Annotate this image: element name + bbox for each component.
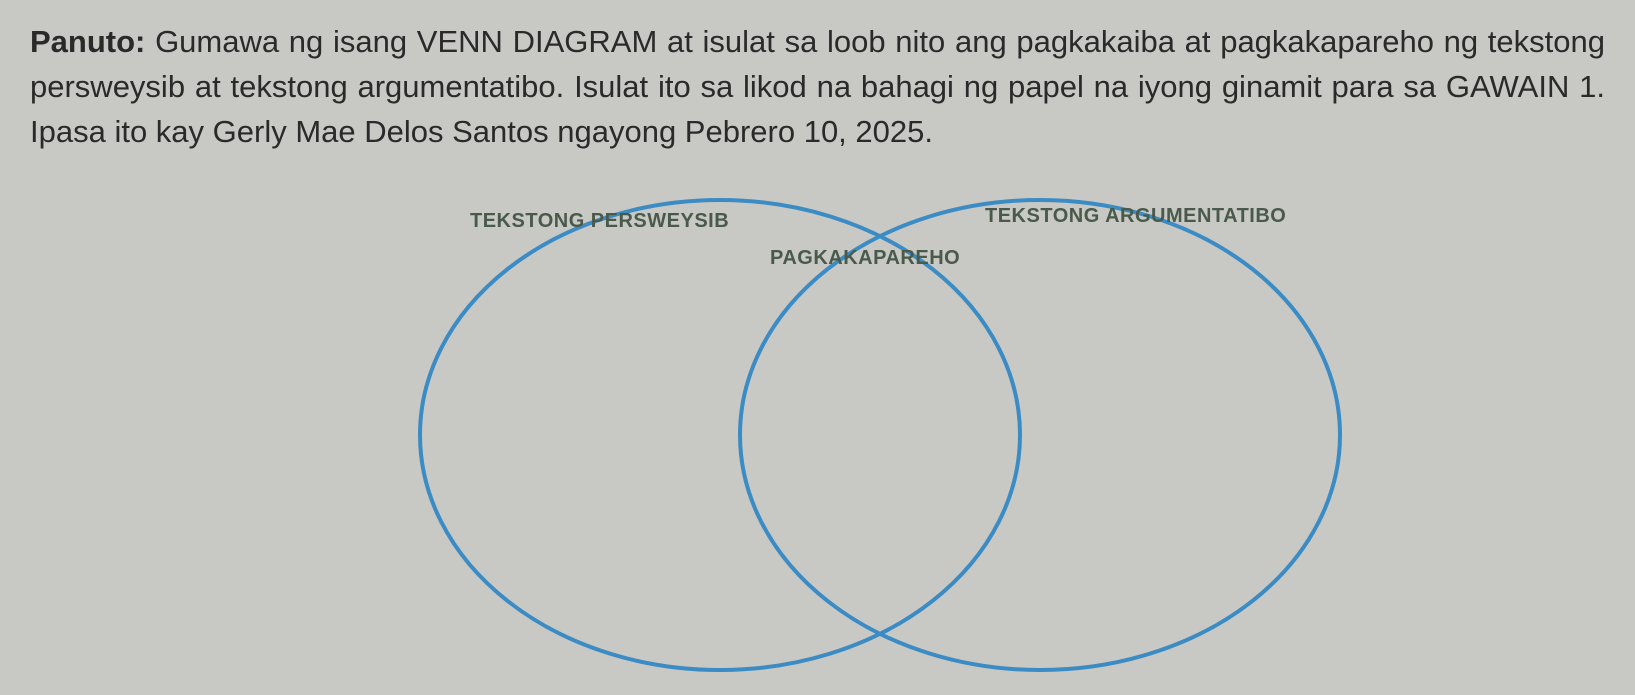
venn-svg xyxy=(300,165,1400,695)
instruction-text: Gumawa ng isang VENN DIAGRAM at isulat s… xyxy=(30,24,1605,149)
instruction-label: Panuto: xyxy=(30,24,145,59)
venn-left-circle xyxy=(420,200,1020,670)
venn-middle-label: PAGKAKAPAREHO xyxy=(770,247,960,270)
venn-right-circle xyxy=(740,200,1340,670)
venn-left-label: TEKSTONG PERSWEYSIB xyxy=(470,210,729,233)
instruction-paragraph: Panuto: Gumawa ng isang VENN DIAGRAM at … xyxy=(30,20,1605,155)
venn-diagram: TEKSTONG PERSWEYSIB TEKSTONG ARGUMENTATI… xyxy=(30,165,1605,695)
venn-right-label: TEKSTONG ARGUMENTATIBO xyxy=(985,205,1286,228)
